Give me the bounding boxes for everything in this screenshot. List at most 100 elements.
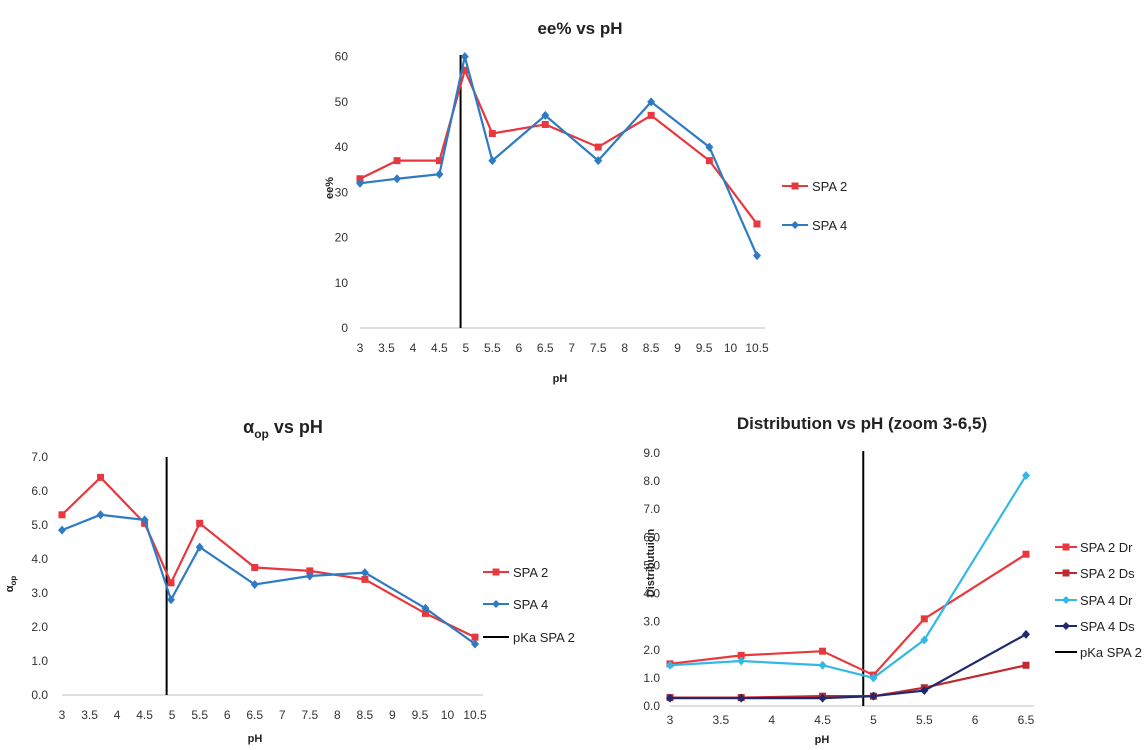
y-axis-label: ee% xyxy=(324,177,336,199)
y-tick-label: 50 xyxy=(335,95,349,109)
x-tick-label: 6.5 xyxy=(537,341,554,355)
data-point xyxy=(461,66,469,74)
legend-label-spa2-ds: SPA 2 Ds xyxy=(1080,566,1135,581)
y-tick-label: 40 xyxy=(335,140,349,154)
x-tick-label: 3.5 xyxy=(378,341,395,355)
x-tick-label: 9 xyxy=(674,341,681,355)
y-tick-label: 4.0 xyxy=(31,552,48,566)
x-tick-label: 7 xyxy=(568,341,575,355)
x-tick-label: 6.5 xyxy=(246,708,263,722)
legend-label-spa2: SPA 2 xyxy=(513,565,548,580)
data-point xyxy=(435,169,444,179)
x-tick-label: 9.5 xyxy=(412,708,429,722)
legend-label-spa4-dr: SPA 4 Dr xyxy=(1080,593,1133,608)
tick-labels: 0 10 20 30 40 50 60 3 3.5 4 4.5 5 5.5 6 6.5 7 7.5 8 8.5 9 9.… xyxy=(335,50,769,355)
data-point xyxy=(140,515,149,525)
x-tick-label: 4 xyxy=(114,708,121,722)
x-tick-label: 5.5 xyxy=(191,708,208,722)
x-tick-label: 5.5 xyxy=(916,713,933,727)
x-tick-label: 4.5 xyxy=(814,713,831,727)
y-axis-label: Distributuion xyxy=(645,529,657,598)
y-tick-label: 1.0 xyxy=(643,671,660,685)
ee-vs-ph-chart: ee% vs pH ee% pH 0 10 20 30 40 50 60 3 3.5 4 4.5 5 5… xyxy=(324,19,847,385)
x-tick-label: 9 xyxy=(389,708,396,722)
x-tick-label: 5 xyxy=(870,713,877,727)
legend-marker-spa2-dr xyxy=(1062,543,1070,551)
data-point xyxy=(305,571,314,581)
legend-label-spa2: SPA 2 xyxy=(812,179,847,194)
data-point xyxy=(306,567,314,575)
data-point xyxy=(705,142,714,152)
series-lines xyxy=(58,457,479,695)
data-point xyxy=(421,609,429,617)
data-point xyxy=(58,511,66,519)
legend-marker-spa2-ds xyxy=(1062,569,1070,577)
data-point xyxy=(96,510,105,520)
data-point xyxy=(421,603,430,613)
y-tick-label: 3.0 xyxy=(643,615,660,629)
x-tick-label: 6.5 xyxy=(1018,713,1035,727)
series-line xyxy=(61,475,476,639)
legend: SPA 2 SPA 4 xyxy=(782,179,847,233)
y-tick-label: 1.0 xyxy=(31,654,48,668)
x-tick-label: 10.5 xyxy=(745,341,769,355)
y-tick-label: 2.0 xyxy=(643,643,660,657)
data-point xyxy=(1022,661,1030,669)
legend-marker-spa4 xyxy=(492,600,500,608)
data-point xyxy=(250,580,259,589)
series-lines xyxy=(666,451,1030,706)
legend-marker-spa4-dr xyxy=(1062,596,1070,604)
x-tick-label: 4.5 xyxy=(431,341,448,355)
data-point xyxy=(666,660,674,670)
x-tick-label: 8.5 xyxy=(643,341,660,355)
data-point xyxy=(167,595,176,605)
x-tick-label: 6 xyxy=(515,341,522,355)
data-point xyxy=(594,143,602,151)
data-point xyxy=(541,120,549,128)
data-point xyxy=(361,575,369,583)
data-point xyxy=(737,651,745,659)
x-tick-label: 5 xyxy=(169,708,176,722)
data-point xyxy=(97,473,105,481)
series-line xyxy=(669,474,1027,680)
x-tick-label: 3.5 xyxy=(81,708,98,722)
x-tick-label: 10 xyxy=(441,708,455,722)
x-tick-label: 10.5 xyxy=(463,708,487,722)
data-point xyxy=(541,110,550,120)
data-point xyxy=(753,220,761,228)
data-point xyxy=(58,525,66,535)
distribution-vs-ph-chart: Distribution vs pH (zoom 3-6,5) Distribu… xyxy=(643,414,1142,746)
legend-label-pka: pKa SPA 2 xyxy=(513,630,575,645)
data-point xyxy=(647,111,655,119)
series-line xyxy=(669,553,1027,677)
legend-label-spa4-ds: SPA 4 Ds xyxy=(1080,619,1135,634)
y-tick-label: 7.0 xyxy=(643,502,660,516)
data-point xyxy=(393,157,401,165)
x-tick-label: 8.5 xyxy=(357,708,374,722)
data-point xyxy=(488,130,496,138)
legend: SPA 2 SPA 4 pKa SPA 2 xyxy=(483,565,575,645)
y-axis-label: αop xyxy=(4,576,18,593)
legend: SPA 2 Dr SPA 2 Ds SPA 4 Dr SPA 4 Ds pKa … xyxy=(1055,540,1142,660)
y-tick-label: 5.0 xyxy=(643,558,660,572)
data-point xyxy=(460,52,469,62)
legend-marker-spa2 xyxy=(492,568,500,576)
x-axis-label: pH xyxy=(815,734,830,745)
series-lines xyxy=(356,52,761,328)
data-point xyxy=(1022,550,1030,558)
y-tick-label: 0.0 xyxy=(643,699,660,713)
y-tick-label: 2.0 xyxy=(31,620,48,634)
x-tick-label: 7.5 xyxy=(590,341,607,355)
legend-marker-spa4 xyxy=(791,221,799,229)
y-tick-label: 0 xyxy=(341,321,348,335)
data-point xyxy=(647,97,656,107)
x-tick-label: 10 xyxy=(724,341,738,355)
data-point xyxy=(818,693,827,703)
x-tick-label: 5 xyxy=(463,341,470,355)
y-tick-label: 4.0 xyxy=(643,587,660,601)
x-tick-label: 5.5 xyxy=(484,341,501,355)
y-tick-label: 0.0 xyxy=(31,688,48,702)
series-line xyxy=(61,513,476,645)
x-tick-label: 6 xyxy=(972,713,979,727)
